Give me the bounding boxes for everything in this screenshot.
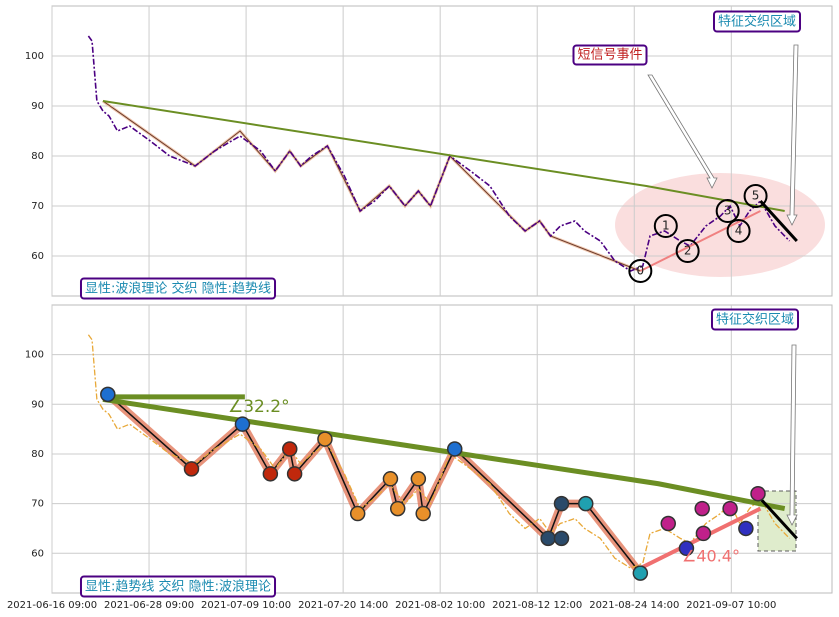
wave-point <box>715 199 740 223</box>
y-tick-label: 70 <box>31 201 44 212</box>
wave-point <box>726 219 751 243</box>
marker <box>100 386 116 403</box>
marker <box>349 505 366 522</box>
x-tick-label: 2021-06-16 09:00 <box>7 600 97 611</box>
zone <box>615 173 825 277</box>
annotation-box <box>712 10 802 33</box>
marker <box>415 505 431 522</box>
signal-line <box>759 199 798 243</box>
x-tick-label: 2021-08-24 14:00 <box>589 600 679 611</box>
marker <box>750 485 766 502</box>
marker <box>262 466 279 482</box>
x-tick-label: 2021-08-02 10:00 <box>395 600 485 611</box>
y-tick-label: 80 <box>31 151 44 162</box>
wave-label: 4 <box>735 224 743 238</box>
marker <box>382 471 399 487</box>
panel-frame <box>51 5 833 297</box>
annotation-box <box>79 277 277 300</box>
y-tick-label: 90 <box>31 399 44 410</box>
marker <box>286 466 303 482</box>
y-tick-label: 100 <box>25 350 44 361</box>
marker <box>722 500 738 517</box>
signal-line <box>759 497 798 540</box>
wave-label: 5 <box>752 189 760 203</box>
y-tick-label: 60 <box>31 548 44 559</box>
wave-point <box>653 214 678 238</box>
marker <box>553 495 570 512</box>
annotation: 短信号事件 <box>577 48 642 63</box>
marker <box>632 565 649 581</box>
arrow <box>647 74 718 189</box>
y-tick-label: 60 <box>31 251 44 262</box>
wave-label: 2 <box>684 244 692 258</box>
angle-label: ∠32.2° <box>228 397 290 417</box>
y-tick-label: 100 <box>25 51 44 62</box>
x-tick-label: 2021-06-28 09:00 <box>104 600 194 611</box>
marker <box>234 416 251 432</box>
x-tick-label: 2021-09-07 10:00 <box>686 600 776 611</box>
y-tick-label: 70 <box>31 499 44 510</box>
wave-point <box>743 184 768 208</box>
wave-label: 0 <box>637 264 645 278</box>
marker <box>317 431 333 447</box>
annotation: 特征交织区域 <box>716 312 794 328</box>
marker <box>694 500 710 517</box>
wave-point <box>675 239 700 263</box>
marker <box>389 500 406 517</box>
arrow <box>786 344 798 526</box>
annotation: 显性:波浪理论 交织 隐性:趋势线 <box>85 281 271 297</box>
x-tick-label: 2021-07-09 10:00 <box>201 600 291 611</box>
annotation: 显性:趋势线 交织 隐性:波浪理论 <box>85 579 271 595</box>
marker <box>446 441 463 457</box>
y-tick-label: 90 <box>31 101 44 112</box>
annotation-box <box>710 308 800 331</box>
marker <box>738 520 754 537</box>
x-tick-label: 2021-08-12 12:00 <box>492 600 582 611</box>
marker <box>577 495 594 512</box>
marker <box>695 525 712 542</box>
x-tick-label: 2021-07-20 14:00 <box>298 600 388 611</box>
angle-label: ∠40.4° <box>682 547 740 566</box>
trend-line <box>102 100 785 212</box>
annotation: 特征交织区域 <box>718 14 796 30</box>
marker <box>282 441 298 457</box>
y-tick-label: 80 <box>31 449 44 460</box>
annotation-box <box>79 575 277 598</box>
wave-point <box>628 259 653 283</box>
marker <box>183 461 200 477</box>
arrow <box>786 44 799 226</box>
marker <box>540 530 556 547</box>
wave-label: 3 <box>724 204 732 218</box>
annotation-box <box>572 44 648 66</box>
wave-label: 1 <box>662 219 670 233</box>
trend-line <box>102 396 786 512</box>
wave-line <box>102 100 641 272</box>
marker <box>553 530 570 547</box>
marker <box>410 471 427 487</box>
marker <box>678 540 695 557</box>
marker <box>660 515 676 532</box>
